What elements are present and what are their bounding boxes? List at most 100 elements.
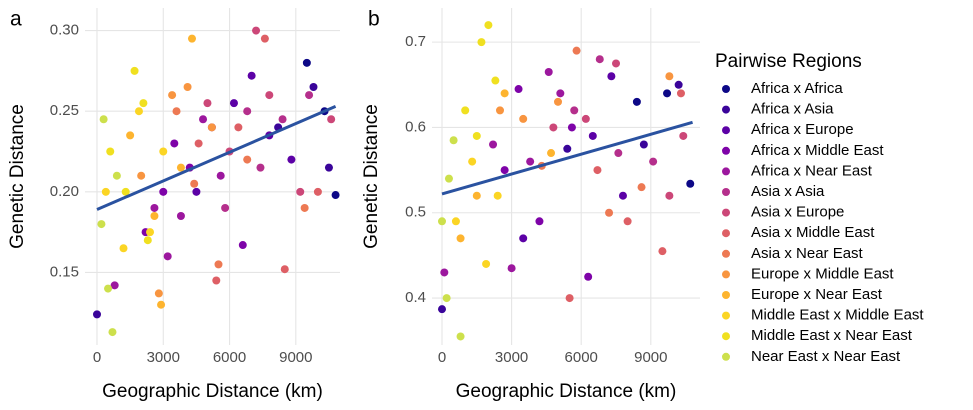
point: [192, 187, 201, 196]
point: [150, 212, 159, 221]
point: [99, 115, 108, 124]
point: [456, 332, 465, 341]
point: [535, 217, 544, 226]
panel-label: a: [10, 8, 22, 31]
legend-swatch: [722, 291, 730, 299]
point: [170, 139, 179, 148]
point: [238, 241, 247, 250]
point: [313, 187, 322, 196]
point: [514, 85, 523, 94]
point: [265, 91, 274, 100]
point: [150, 203, 159, 212]
point: [130, 66, 139, 75]
point: [612, 59, 621, 68]
legend-swatch: [722, 146, 730, 155]
point: [154, 289, 163, 298]
legend-label: Asia x Near East: [751, 245, 864, 262]
trend-line: [96, 104, 337, 211]
y-tick-label: 0.20: [50, 183, 79, 200]
point: [632, 97, 641, 106]
point: [287, 155, 296, 164]
point: [106, 147, 115, 156]
x-tick-label: 0: [93, 349, 101, 366]
point: [572, 46, 581, 55]
point: [324, 163, 333, 172]
y-tick-label: 0.4: [405, 289, 426, 306]
point: [477, 38, 486, 47]
point: [676, 89, 685, 98]
point: [584, 272, 593, 281]
point: [637, 183, 646, 192]
legend-label: Asia x Middle East: [751, 224, 875, 241]
point: [278, 115, 287, 124]
y-tick-label: 0.15: [50, 263, 79, 280]
legend-label: Near East x Near East: [751, 348, 901, 365]
point: [243, 107, 252, 116]
point: [679, 131, 688, 140]
legend-swatch: [722, 167, 730, 176]
point: [168, 91, 177, 100]
point: [146, 228, 155, 237]
point: [243, 155, 252, 164]
point: [327, 115, 336, 124]
point: [300, 203, 309, 212]
point: [658, 247, 667, 256]
point: [500, 166, 509, 175]
legend-label: Europe x Middle East: [751, 265, 894, 282]
point: [639, 140, 648, 149]
legend-swatch: [722, 352, 730, 361]
point: [595, 55, 604, 64]
point: [440, 268, 449, 277]
point: [104, 284, 113, 293]
point: [92, 310, 101, 319]
point: [614, 149, 623, 158]
legend-label: Africa x Middle East: [751, 142, 884, 159]
point: [139, 99, 148, 108]
point: [207, 123, 216, 132]
point: [472, 191, 481, 200]
point: [134, 107, 143, 116]
point: [121, 187, 130, 196]
point: [665, 72, 674, 81]
legend-swatch: [722, 249, 730, 258]
point: [623, 217, 632, 226]
y-tick-label: 0.25: [50, 102, 79, 119]
point: [143, 236, 152, 245]
point: [686, 179, 695, 188]
point: [110, 281, 119, 290]
point: [442, 294, 451, 303]
point: [549, 123, 558, 132]
x-tick-label: 6000: [565, 349, 598, 366]
y-tick-label: 0.7: [405, 33, 426, 50]
panel-label: b: [368, 8, 380, 31]
point: [305, 91, 314, 100]
point: [190, 179, 199, 188]
y-tick-label: 0.6: [405, 118, 426, 135]
point: [309, 83, 318, 92]
point: [183, 83, 192, 92]
legend-label: Africa x Europe: [751, 121, 854, 138]
point: [437, 217, 446, 226]
legend-swatch: [722, 105, 730, 114]
point: [507, 264, 516, 273]
point: [665, 191, 674, 200]
point: [256, 163, 265, 172]
point: [484, 21, 493, 30]
legend-label: Africa x Africa: [751, 80, 843, 97]
point: [607, 72, 616, 81]
point: [444, 174, 453, 183]
point: [159, 147, 168, 156]
point: [500, 89, 509, 98]
y-tick-label: 0.30: [50, 22, 79, 39]
x-tick-label: 3000: [147, 349, 180, 366]
point: [163, 252, 172, 261]
point: [493, 191, 502, 200]
point: [108, 328, 117, 337]
point: [252, 26, 261, 35]
x-axis-title: Geographic Distance (km): [102, 381, 323, 402]
point: [519, 114, 528, 123]
x-tick-label: 6000: [213, 349, 246, 366]
point: [212, 276, 221, 285]
point: [468, 157, 477, 166]
point: [570, 106, 579, 115]
